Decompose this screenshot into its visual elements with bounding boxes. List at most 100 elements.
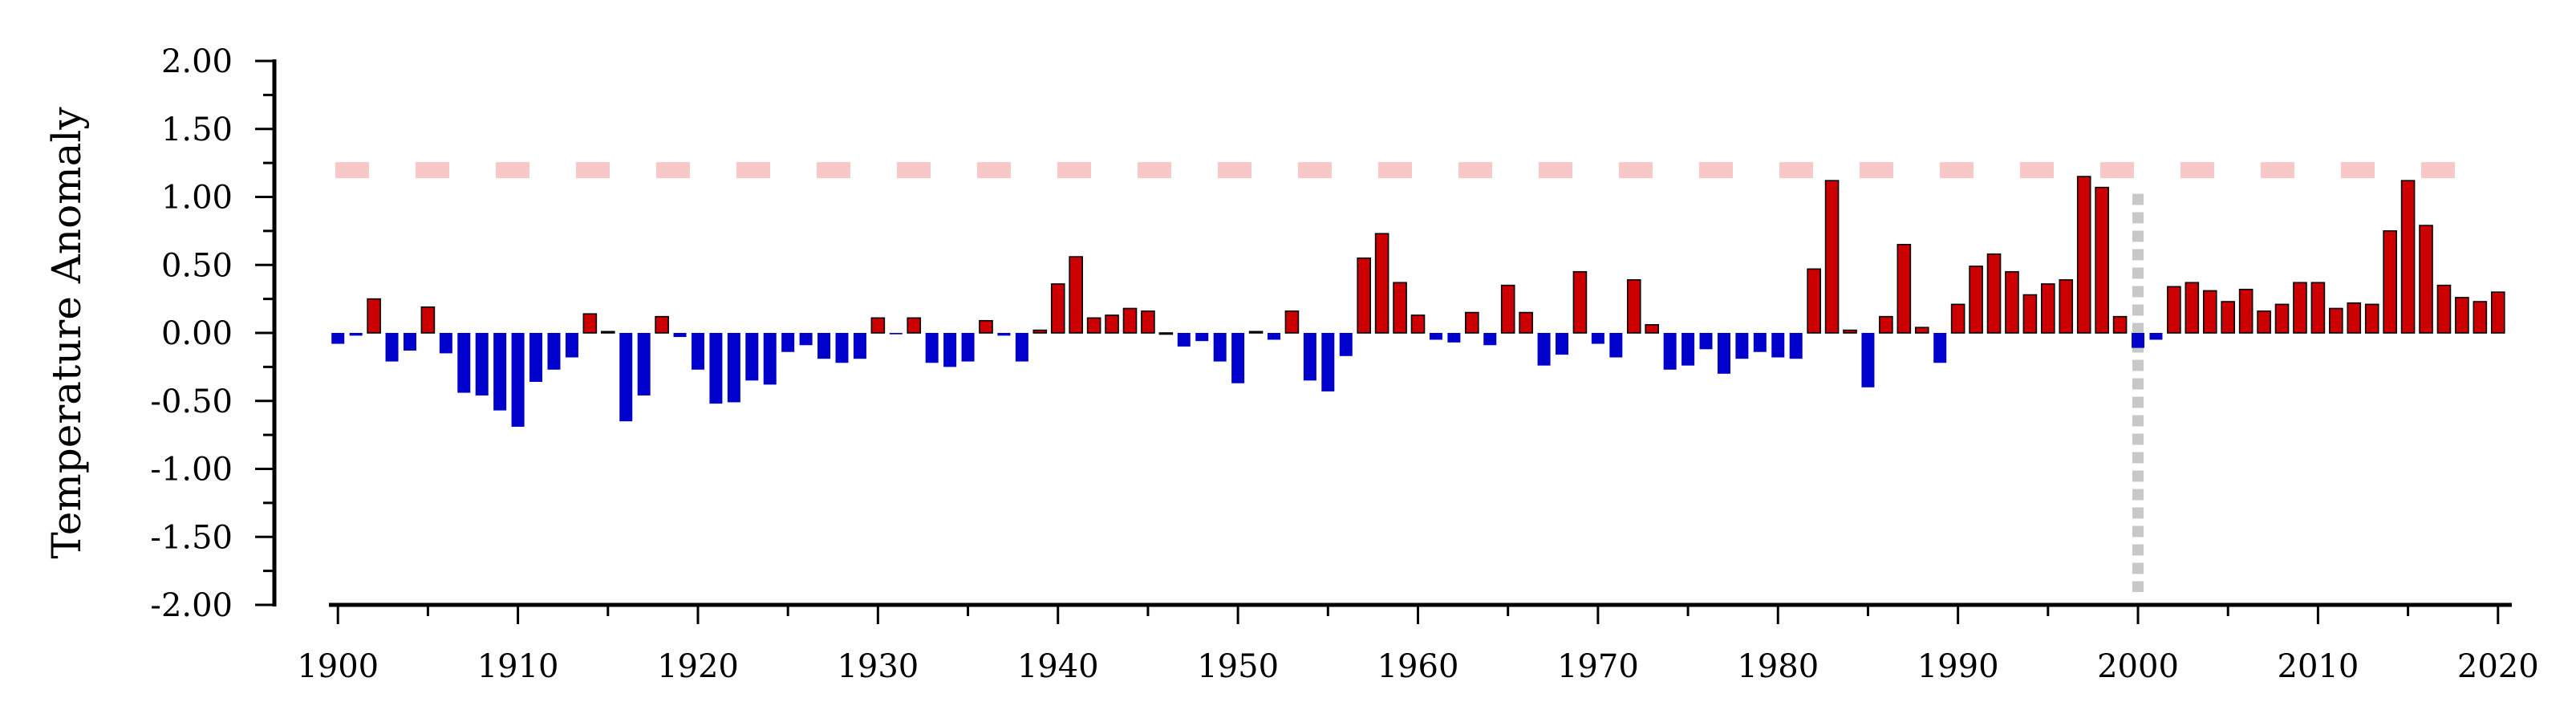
x-tick-label: 1980 — [1737, 648, 1819, 685]
bar-1931 — [889, 333, 903, 335]
bar-1950 — [1231, 333, 1245, 383]
bar-1995 — [2041, 283, 2055, 334]
bar-1921 — [709, 333, 723, 404]
bar-2001 — [2149, 333, 2163, 340]
bar-1917 — [637, 333, 651, 395]
bar-2014 — [2383, 230, 2397, 334]
bar-2010 — [2310, 282, 2326, 334]
bar-2002 — [2167, 286, 2181, 334]
x-tick-label: 2000 — [2097, 648, 2179, 685]
bar-1951 — [1248, 331, 1264, 334]
bar-1959 — [1393, 282, 1407, 334]
bar-1953 — [1284, 310, 1300, 334]
bar-1997 — [2076, 176, 2091, 334]
y-tick-label: 1.50 — [161, 112, 233, 148]
bar-1926 — [799, 333, 813, 346]
bar-1902 — [367, 298, 381, 334]
y-tick-label: 0.50 — [161, 247, 233, 284]
bar-2013 — [2364, 303, 2379, 334]
x-tick-label: 1920 — [657, 648, 739, 685]
bar-1948 — [1195, 333, 1209, 342]
bar-1967 — [1537, 333, 1551, 366]
x-tick-label: 2010 — [2278, 648, 2359, 685]
bar-2016 — [2419, 225, 2433, 334]
x-tick-label: 1950 — [1197, 648, 1279, 685]
y-ticks-layer: 2.00 1.50 1.00 0.50 0.00 -0.50 -1.00 -1.50 -2.00 — [150, 43, 274, 624]
bar-1955 — [1321, 333, 1335, 391]
bar-1993 — [2005, 270, 2019, 334]
bar-1990 — [1950, 303, 1965, 334]
bar-1988 — [1914, 327, 1929, 334]
bar-2003 — [2185, 282, 2200, 334]
bar-1952 — [1267, 333, 1280, 340]
bar-1916 — [619, 333, 633, 422]
bar-1954 — [1303, 333, 1316, 381]
bar-1909 — [493, 333, 507, 411]
y-axis-label: Temperature Anomaly — [43, 107, 90, 559]
bar-2007 — [2257, 310, 2271, 334]
bar-1935 — [961, 333, 975, 362]
bar-1919 — [673, 333, 687, 338]
bar-1922 — [727, 333, 740, 403]
x-tick-label: 1940 — [1017, 648, 1099, 685]
bar-1978 — [1735, 333, 1749, 359]
bar-1941 — [1069, 256, 1083, 334]
bar-2009 — [2293, 282, 2307, 334]
bar-1947 — [1177, 333, 1191, 347]
bar-1927 — [817, 333, 831, 359]
bar-1989 — [1933, 333, 1947, 363]
bar-1945 — [1141, 310, 1155, 334]
bar-1964 — [1483, 333, 1497, 346]
y-tick-label: -1.00 — [150, 452, 233, 489]
y-tick-label: -2.00 — [150, 587, 233, 624]
bar-1938 — [1015, 333, 1028, 362]
x-tick-label: 1970 — [1557, 648, 1639, 685]
bar-1965 — [1500, 284, 1515, 334]
x-tick-label: 1990 — [1917, 648, 1999, 685]
bar-1911 — [529, 333, 543, 383]
bar-2004 — [2202, 290, 2217, 334]
bar-1969 — [1572, 270, 1588, 334]
bar-1977 — [1717, 333, 1730, 374]
bar-1962 — [1447, 333, 1461, 343]
bar-1981 — [1789, 333, 1803, 359]
bar-2019 — [2473, 301, 2488, 334]
bar-1907 — [457, 333, 471, 393]
bar-1996 — [2059, 279, 2074, 334]
bar-2006 — [2238, 288, 2253, 334]
bar-1979 — [1753, 333, 1767, 352]
bar-1973 — [1645, 324, 1659, 334]
bar-2011 — [2329, 307, 2343, 334]
bar-2015 — [2400, 180, 2416, 334]
bar-1982 — [1807, 268, 1821, 334]
x-tick-label: 1930 — [837, 648, 919, 685]
bar-1908 — [475, 333, 489, 395]
bar-1930 — [870, 317, 886, 334]
bar-1923 — [745, 333, 759, 381]
bar-1932 — [907, 317, 922, 334]
bar-1929 — [853, 333, 866, 359]
bar-1999 — [2112, 315, 2128, 334]
y-tick-label: -0.50 — [150, 383, 233, 420]
y-tick-label: -1.50 — [150, 519, 233, 556]
bar-1966 — [1519, 311, 1533, 334]
bar-1942 — [1086, 317, 1101, 334]
bar-1939 — [1032, 329, 1048, 334]
bar-2017 — [2436, 284, 2452, 334]
bar-1936 — [979, 319, 993, 334]
bar-1983 — [1824, 180, 1840, 334]
bar-1960 — [1410, 314, 1426, 334]
bar-1943 — [1105, 314, 1119, 334]
bar-1901 — [349, 333, 363, 336]
bar-1928 — [835, 333, 849, 363]
bar-1971 — [1609, 333, 1623, 358]
bar-1912 — [547, 333, 561, 370]
bar-1976 — [1699, 333, 1713, 350]
x-tick-label: 2020 — [2457, 648, 2539, 685]
y-tick-label: 1.00 — [161, 180, 233, 217]
bar-1961 — [1429, 333, 1442, 340]
bar-1940 — [1050, 283, 1065, 334]
bars-layer — [331, 176, 2505, 427]
bar-2018 — [2455, 297, 2469, 334]
